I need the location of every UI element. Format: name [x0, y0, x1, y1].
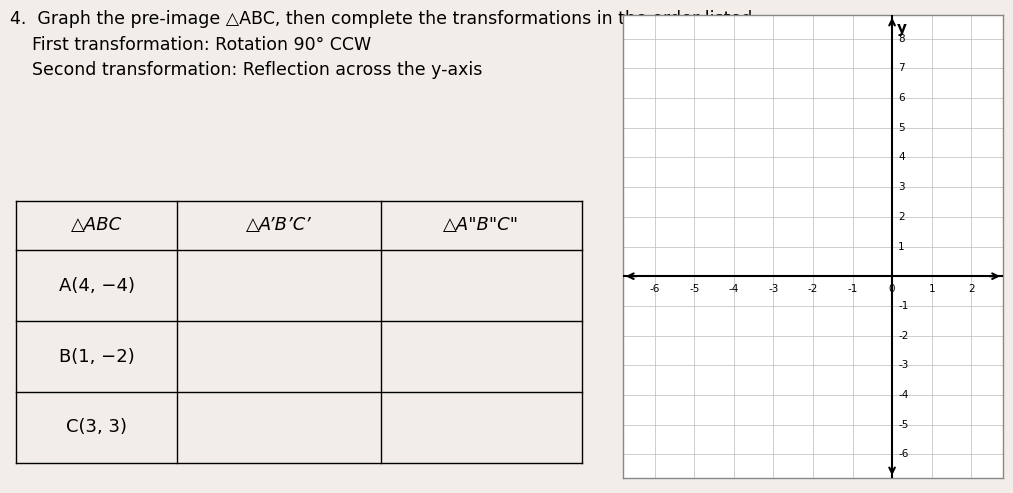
Text: 1: 1	[898, 242, 905, 251]
Text: -2: -2	[898, 331, 909, 341]
Text: 2: 2	[898, 212, 905, 222]
Text: 3: 3	[898, 182, 905, 192]
Text: C(3, 3): C(3, 3)	[66, 419, 127, 436]
Text: △A"B"C": △A"B"C"	[444, 216, 520, 234]
Text: 7: 7	[898, 63, 905, 73]
Text: B(1, −2): B(1, −2)	[59, 348, 135, 365]
Text: -5: -5	[689, 283, 699, 294]
Text: -1: -1	[847, 283, 858, 294]
Text: -6: -6	[898, 450, 909, 459]
Text: 4: 4	[898, 152, 905, 162]
Text: -6: -6	[649, 283, 659, 294]
Text: -5: -5	[898, 420, 909, 430]
Text: -3: -3	[768, 283, 779, 294]
Text: -3: -3	[898, 360, 909, 370]
Text: 6: 6	[898, 93, 905, 103]
Text: A(4, −4): A(4, −4)	[59, 277, 135, 295]
Text: 4.  Graph the pre-image △ABC, then complete the transformations in the order lis: 4. Graph the pre-image △ABC, then comple…	[10, 10, 758, 79]
Text: 2: 2	[967, 283, 975, 294]
Text: △ABC: △ABC	[71, 216, 123, 234]
Text: -4: -4	[728, 283, 738, 294]
Text: 8: 8	[898, 34, 905, 43]
Text: △A’B’C’: △A’B’C’	[246, 216, 312, 234]
Text: -2: -2	[807, 283, 819, 294]
Text: -4: -4	[898, 390, 909, 400]
Text: 5: 5	[898, 123, 905, 133]
Text: 1: 1	[928, 283, 935, 294]
Text: y: y	[897, 21, 907, 35]
Text: 0: 0	[888, 283, 895, 294]
Text: -1: -1	[898, 301, 909, 311]
